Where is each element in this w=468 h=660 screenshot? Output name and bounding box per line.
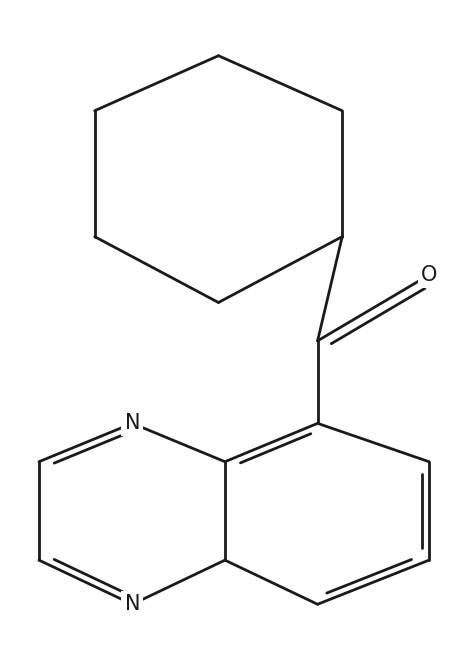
Text: O: O bbox=[421, 265, 437, 285]
Text: N: N bbox=[124, 594, 140, 614]
Text: N: N bbox=[124, 413, 140, 434]
